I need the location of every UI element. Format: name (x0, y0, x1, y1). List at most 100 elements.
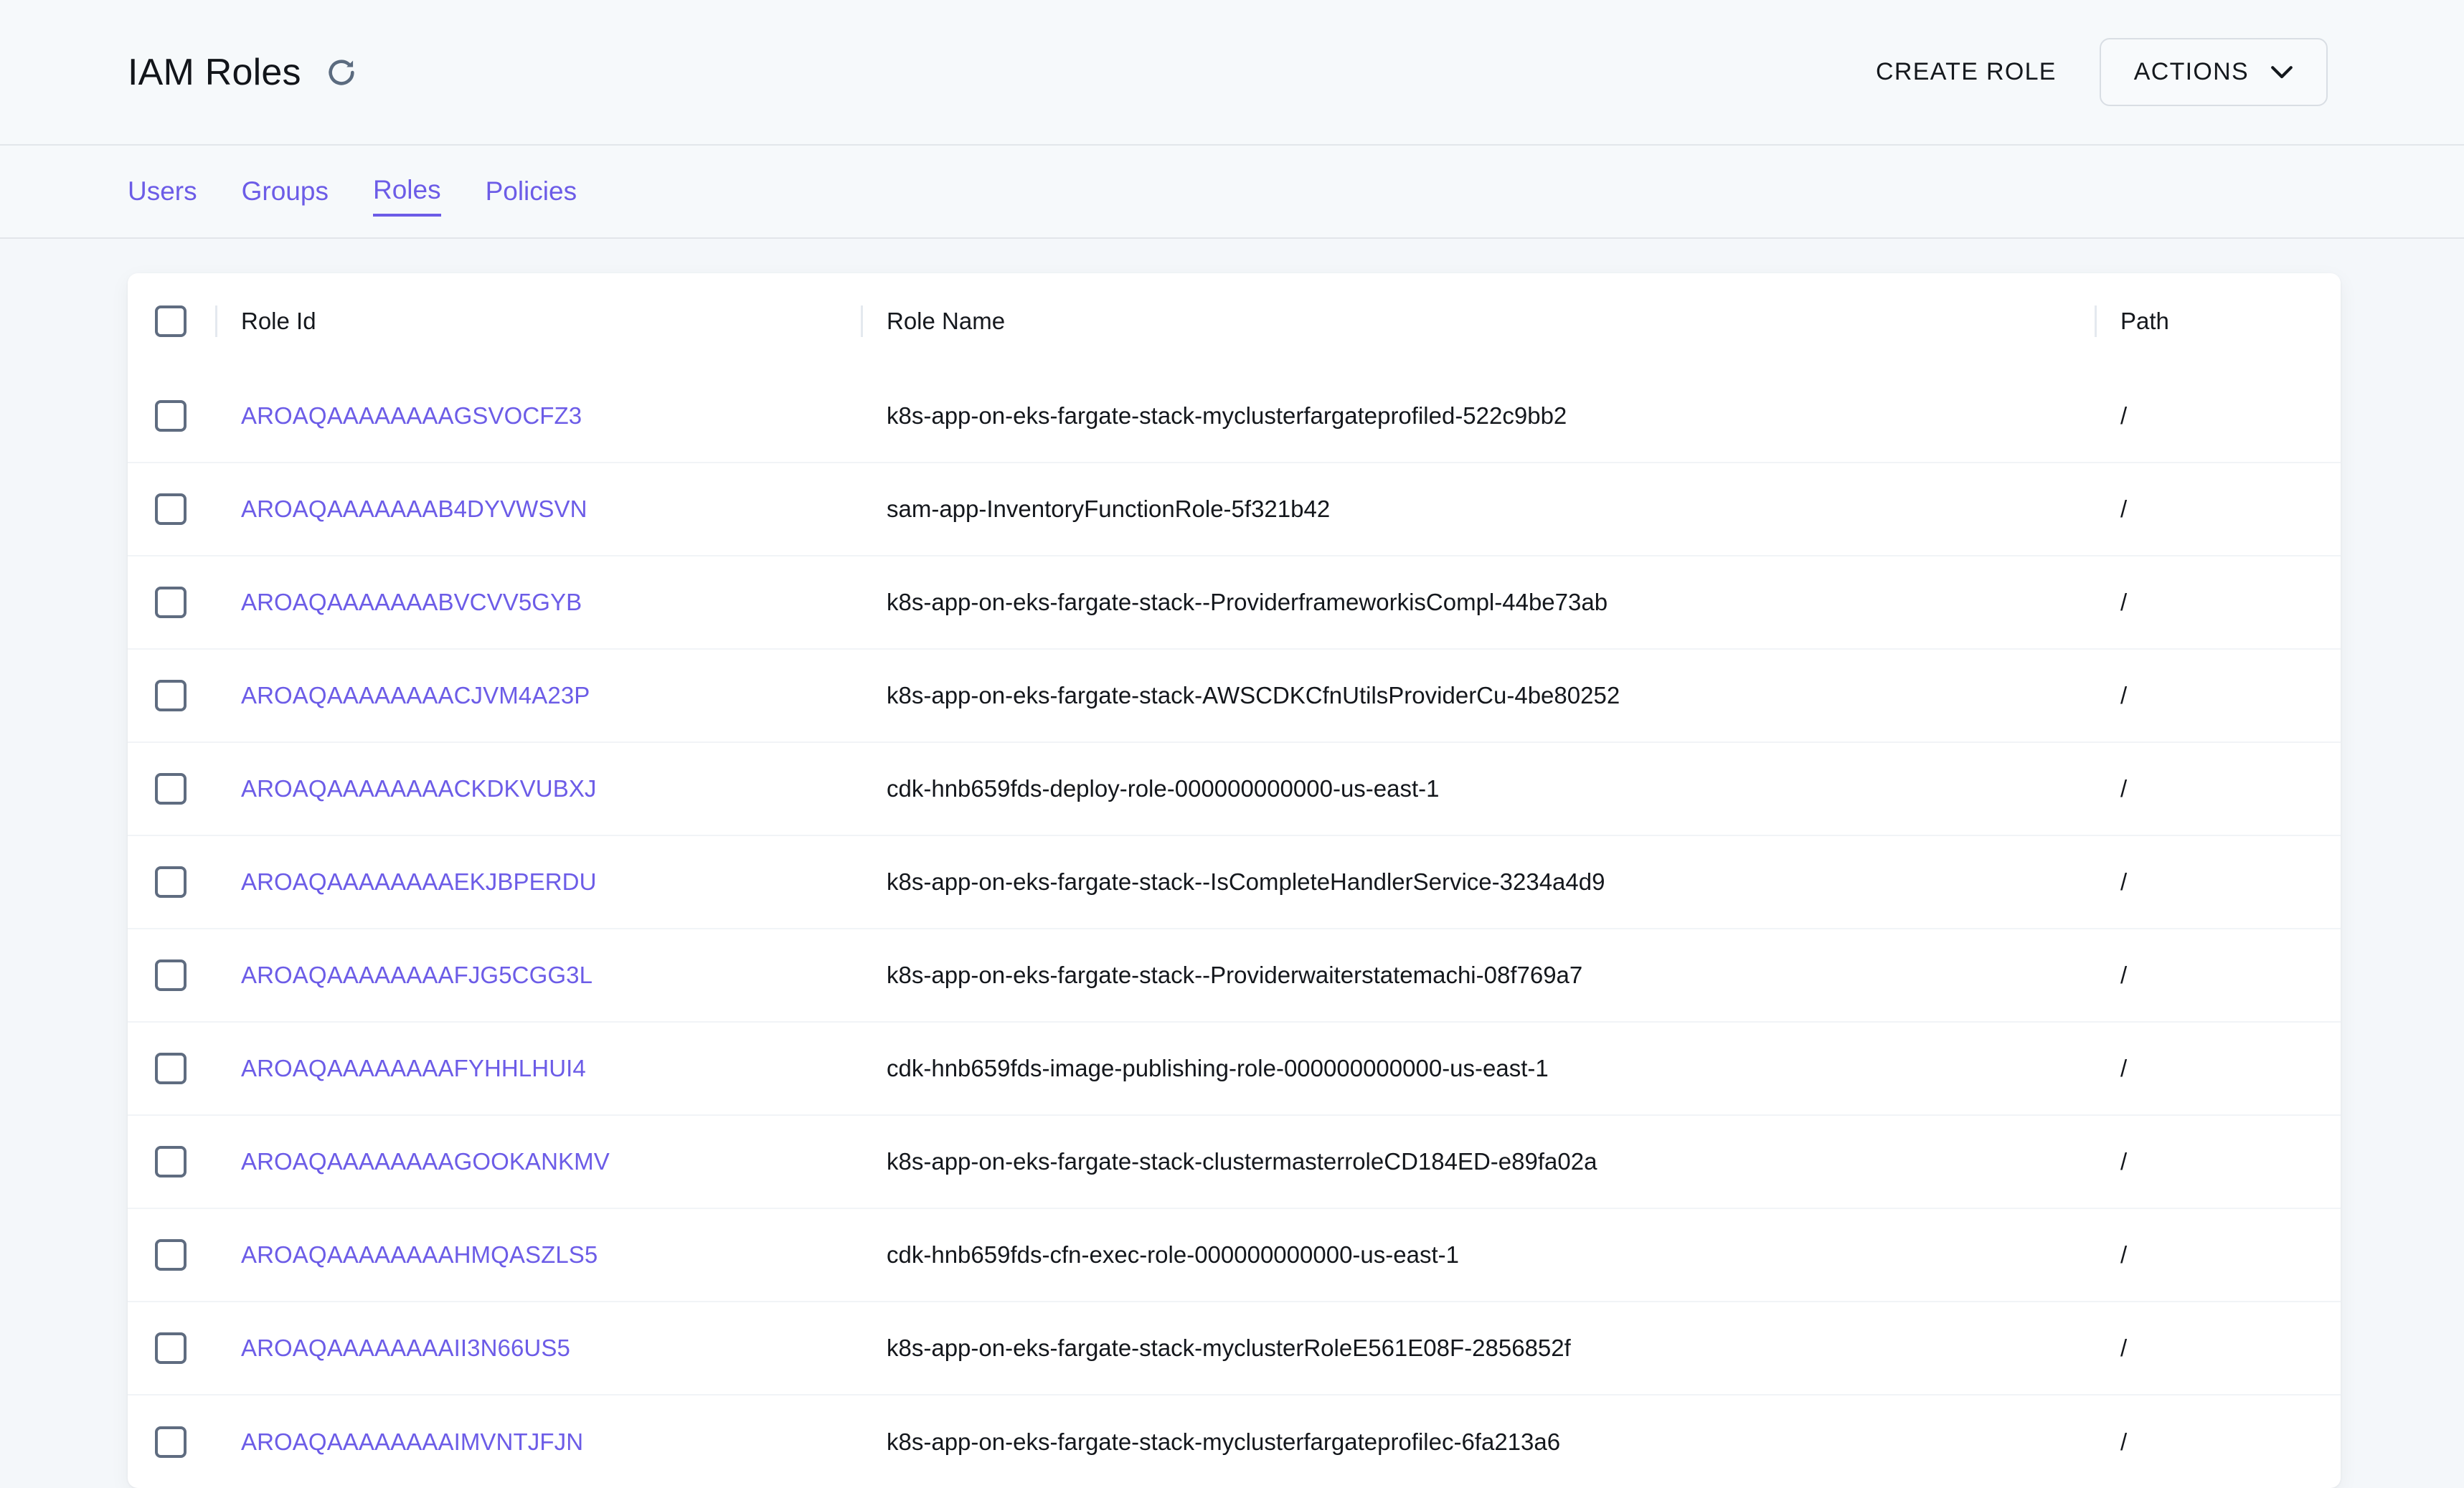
title-group: IAM Roles (128, 51, 362, 94)
column-header-role-id[interactable]: Role Id (215, 273, 861, 369)
role-name-text: k8s-app-on-eks-fargate-stack-myclusterfa… (887, 402, 1567, 429)
header-actions: CREATE ROLE ACTIONS (1857, 38, 2328, 106)
role-name-text: k8s-app-on-eks-fargate-stack-myclusterfa… (887, 1428, 1561, 1455)
role-id-link[interactable]: AROAQAAAAAAAB4DYVWSVN (241, 496, 587, 522)
row-checkbox-wrap (128, 866, 215, 898)
path-text: / (2120, 1335, 2128, 1361)
row-select-cell (128, 1022, 215, 1115)
tab-policies[interactable]: Policies (485, 176, 577, 206)
path-cell: / (2095, 556, 2341, 649)
table-row: AROAQAAAAAAAAFJG5CGG3L k8s-app-on-eks-far… (128, 929, 2341, 1022)
role-name-text: k8s-app-on-eks-fargate-stack-myclusterRo… (887, 1335, 1571, 1361)
role-id-link[interactable]: AROAQAAAAAAAAII3N66US5 (241, 1335, 570, 1361)
role-name-cell: sam-app-InventoryFunctionRole-5f321b42 (861, 463, 2095, 556)
row-checkbox[interactable] (155, 399, 187, 432)
row-checkbox-wrap (128, 1146, 215, 1177)
table-row: AROAQAAAAAAABVCVV5GYB k8s-app-on-eks-farg… (128, 556, 2341, 649)
role-name-cell: k8s-app-on-eks-fargate-stack-clustermast… (861, 1115, 2095, 1208)
role-name-cell: k8s-app-on-eks-fargate-stack-myclusterfa… (861, 369, 2095, 463)
actions-button[interactable]: ACTIONS (2099, 38, 2328, 106)
create-role-button[interactable]: CREATE ROLE (1857, 42, 2075, 102)
path-text: / (2120, 402, 2128, 429)
path-text: / (2120, 1428, 2128, 1455)
path-text: / (2120, 1055, 2128, 1081)
role-name-text: cdk-hnb659fds-image-publishing-role-0000… (887, 1055, 1549, 1081)
role-name-cell: k8s-app-on-eks-fargate-stack--Providerwa… (861, 929, 2095, 1022)
role-name-text: k8s-app-on-eks-fargate-stack-AWSCDKCfnUt… (887, 682, 1620, 709)
role-id-link[interactable]: AROAQAAAAAAAAHMQASZLS5 (241, 1241, 598, 1268)
path-cell: / (2095, 649, 2341, 742)
row-checkbox[interactable] (155, 680, 187, 711)
role-name-text: k8s-app-on-eks-fargate-stack--IsComplete… (887, 868, 1605, 895)
app-header: IAM Roles CREATE ROLE ACTIONS (0, 0, 2464, 146)
path-text: / (2120, 682, 2128, 709)
row-checkbox-wrap (128, 399, 215, 432)
row-checkbox[interactable] (155, 587, 187, 618)
refresh-icon[interactable] (321, 52, 362, 93)
role-name-cell: k8s-app-on-eks-fargate-stack-myclusterfa… (861, 1395, 2095, 1488)
role-id-cell: AROAQAAAAAAAACJVM4A23P (215, 649, 861, 742)
row-checkbox[interactable] (155, 773, 187, 805)
table-row: AROAQAAAAAAAACKDKVUBXJ cdk-hnb659fds-depl… (128, 742, 2341, 835)
role-id-link[interactable]: AROAQAAAAAAAAEKJBPERDU (241, 868, 597, 895)
row-checkbox[interactable] (155, 1239, 187, 1271)
select-all-checkbox[interactable] (155, 305, 187, 337)
role-name-text: sam-app-InventoryFunctionRole-5f321b42 (887, 496, 1331, 522)
role-id-link[interactable]: AROAQAAAAAAAAFJG5CGG3L (241, 962, 593, 988)
column-header-path[interactable]: Path (2095, 273, 2341, 369)
row-select-cell (128, 556, 215, 649)
row-checkbox-wrap (128, 1239, 215, 1271)
path-cell: / (2095, 1302, 2341, 1395)
role-id-link[interactable]: AROAQAAAAAAAAGSVOCFZ3 (241, 402, 582, 429)
path-text: / (2120, 1241, 2128, 1268)
column-header-role-id-label: Role Id (241, 308, 316, 334)
role-id-link[interactable]: AROAQAAAAAAAAIMVNTJFJN (241, 1428, 584, 1455)
row-checkbox[interactable] (155, 493, 187, 525)
main-content: Role Id Role Name Path AROAQAA (0, 239, 2464, 1488)
tab-groups[interactable]: Groups (241, 176, 329, 206)
role-id-link[interactable]: AROAQAAAAAAAAFYHHLHUI4 (241, 1055, 586, 1081)
column-header-path-label: Path (2120, 308, 2169, 334)
row-select-cell (128, 649, 215, 742)
role-id-cell: AROAQAAAAAAAB4DYVWSVN (215, 463, 861, 556)
roles-table-card: Role Id Role Name Path AROAQAA (128, 273, 2341, 1488)
row-checkbox[interactable] (155, 1426, 187, 1458)
row-checkbox[interactable] (155, 959, 187, 991)
role-id-link[interactable]: AROAQAAAAAAAAGOOKANKMV (241, 1148, 610, 1175)
path-cell: / (2095, 1395, 2341, 1488)
role-id-cell: AROAQAAAAAAAAHMQASZLS5 (215, 1208, 861, 1302)
nav-tabs: Users Groups Roles Policies (0, 146, 2464, 239)
row-select-cell (128, 369, 215, 463)
row-checkbox[interactable] (155, 866, 187, 898)
role-id-cell: AROAQAAAAAAAAFJG5CGG3L (215, 929, 861, 1022)
role-name-text: cdk-hnb659fds-deploy-role-000000000000-u… (887, 775, 1440, 802)
row-select-cell (128, 463, 215, 556)
path-text: / (2120, 775, 2128, 802)
tab-roles[interactable]: Roles (372, 166, 441, 217)
row-checkbox[interactable] (155, 1146, 187, 1177)
path-cell: / (2095, 835, 2341, 929)
path-cell: / (2095, 369, 2341, 463)
select-all-header (128, 273, 215, 369)
path-cell: / (2095, 1115, 2341, 1208)
table-body: AROAQAAAAAAAAGSVOCFZ3 k8s-app-on-eks-farg… (128, 369, 2341, 1488)
column-header-role-name[interactable]: Role Name (861, 273, 2095, 369)
page-title: IAM Roles (128, 51, 301, 93)
row-select-cell (128, 1395, 215, 1488)
role-name-cell: cdk-hnb659fds-image-publishing-role-0000… (861, 1022, 2095, 1115)
row-checkbox[interactable] (155, 1332, 187, 1364)
role-id-cell: AROAQAAAAAAAAIMVNTJFJN (215, 1395, 861, 1488)
actions-button-label: ACTIONS (2133, 58, 2249, 85)
table-row: AROAQAAAAAAAB4DYVWSVN sam-app-InventoryFu… (128, 463, 2341, 556)
role-name-cell: k8s-app-on-eks-fargate-stack-myclusterRo… (861, 1302, 2095, 1395)
tab-users[interactable]: Users (128, 176, 197, 206)
row-checkbox[interactable] (155, 1053, 187, 1084)
table-row: AROAQAAAAAAAAHMQASZLS5 cdk-hnb659fds-cfn-… (128, 1208, 2341, 1302)
role-id-cell: AROAQAAAAAAAAGOOKANKMV (215, 1115, 861, 1208)
role-id-link[interactable]: AROAQAAAAAAABVCVV5GYB (241, 589, 582, 615)
role-name-cell: k8s-app-on-eks-fargate-stack--Providerfr… (861, 556, 2095, 649)
table-row: AROAQAAAAAAAAFYHHLHUI4 cdk-hnb659fds-imag… (128, 1022, 2341, 1115)
role-id-link[interactable]: AROAQAAAAAAAACKDKVUBXJ (241, 775, 597, 802)
path-text: / (2120, 1148, 2128, 1175)
role-id-link[interactable]: AROAQAAAAAAAACJVM4A23P (241, 682, 590, 709)
